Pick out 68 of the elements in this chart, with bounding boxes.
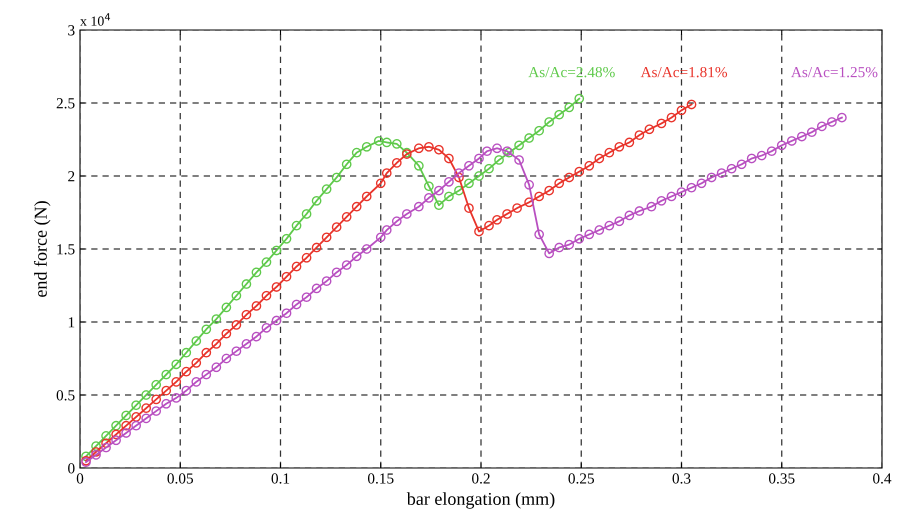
x-tick-label: 0.1 xyxy=(272,473,290,484)
point xyxy=(554,110,564,120)
point xyxy=(392,139,402,149)
y-tick-label: 2 xyxy=(68,171,74,182)
point xyxy=(191,336,202,346)
point xyxy=(111,420,121,431)
point xyxy=(474,171,484,181)
point xyxy=(161,370,172,380)
point xyxy=(211,314,222,324)
point xyxy=(332,172,342,182)
point xyxy=(141,390,152,400)
text: As/Ac=1.25% xyxy=(791,66,878,78)
point xyxy=(454,186,464,196)
point xyxy=(272,246,282,256)
point xyxy=(232,290,242,301)
point xyxy=(242,279,252,289)
point xyxy=(91,441,101,451)
point xyxy=(322,184,332,194)
point xyxy=(312,196,322,206)
text: x 10$^{4}$ xyxy=(80,13,110,26)
point xyxy=(181,348,192,358)
point xyxy=(151,380,162,390)
point xyxy=(514,140,524,150)
y-tick-label: 2.5 xyxy=(56,98,75,109)
x-tick-label: 0.3 xyxy=(672,473,690,484)
point xyxy=(524,133,534,143)
point xyxy=(222,302,232,312)
x-tick-label: 0.2 xyxy=(472,473,490,484)
point xyxy=(494,155,504,165)
point xyxy=(292,220,302,230)
point xyxy=(444,192,454,202)
point xyxy=(464,178,474,188)
point xyxy=(574,94,584,104)
point xyxy=(131,400,141,410)
y-tick-label: 3 xyxy=(68,25,75,36)
x-tick-label: 0.35 xyxy=(768,473,795,484)
point xyxy=(374,136,384,146)
point xyxy=(252,268,262,278)
point xyxy=(544,117,554,127)
point xyxy=(382,138,392,148)
x-axis-title: bar elongation (mm) xyxy=(406,492,554,509)
point xyxy=(121,410,131,420)
point xyxy=(201,324,212,334)
point xyxy=(262,257,272,267)
point xyxy=(414,160,424,171)
point xyxy=(424,181,434,192)
point xyxy=(484,164,494,174)
y-tick-label: 1 xyxy=(68,317,74,328)
point xyxy=(352,148,362,158)
point xyxy=(302,209,312,219)
point xyxy=(342,159,352,170)
x-tick-label: 0.25 xyxy=(568,473,594,484)
y-tick-label: 1.5 xyxy=(57,244,75,255)
x-tick-label: 0 xyxy=(76,473,84,484)
point xyxy=(282,234,292,244)
point xyxy=(101,431,111,441)
point xyxy=(434,200,444,210)
x-tick-label: 0.15 xyxy=(368,473,394,484)
point xyxy=(362,142,372,152)
y-tick-label: 0.5 xyxy=(56,390,75,401)
y-axis-title: end force (N) xyxy=(34,201,50,297)
y-tick-label: 0 xyxy=(68,463,75,474)
series-label: As/Ac=1.81% xyxy=(640,66,728,78)
x-tick-label: 0.4 xyxy=(873,473,892,484)
point xyxy=(534,126,544,136)
x-tick-label: 0.05 xyxy=(167,473,194,484)
point xyxy=(171,359,182,370)
point xyxy=(564,102,574,112)
